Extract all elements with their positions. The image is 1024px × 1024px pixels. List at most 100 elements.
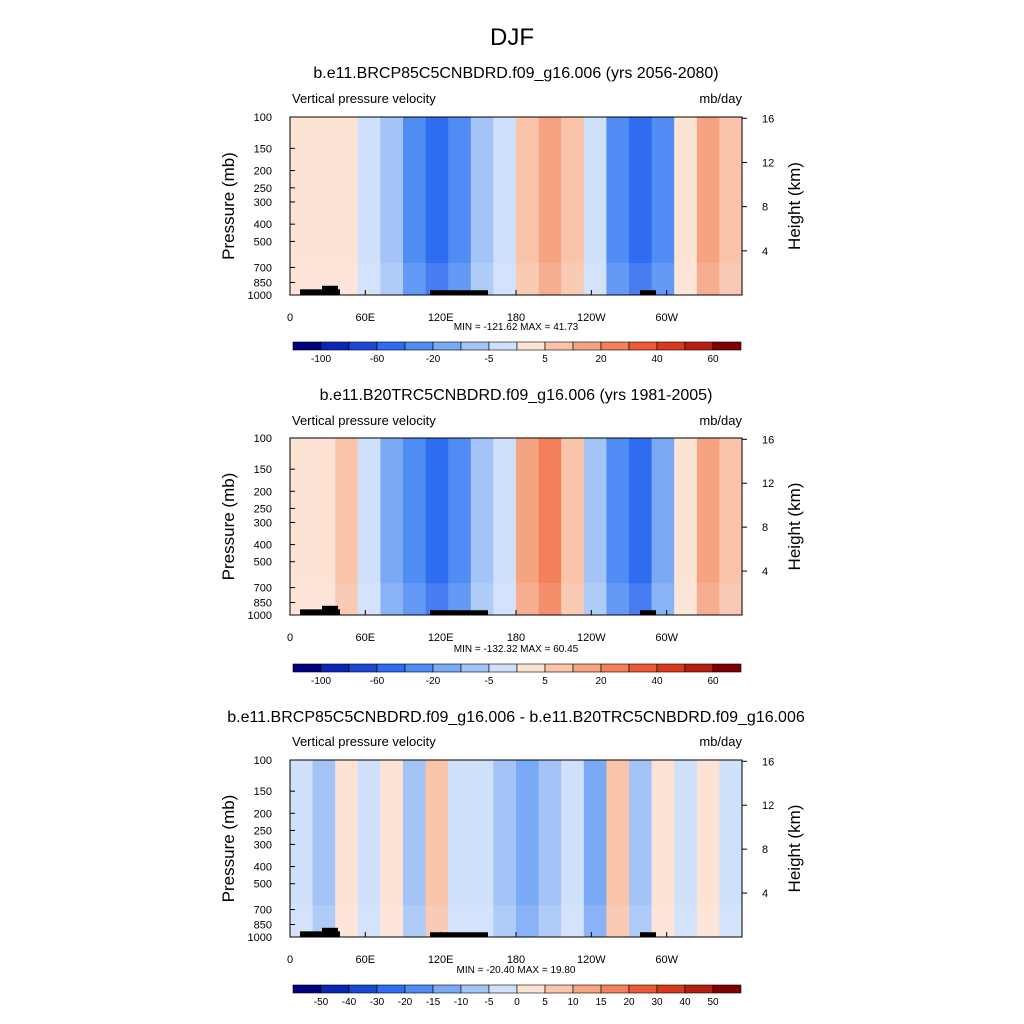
colorbar-label: 50 bbox=[707, 997, 719, 1008]
y2-tick-label: 16 bbox=[762, 756, 774, 768]
colorbar-swatch bbox=[572, 341, 602, 351]
colorbar: -100 -60 -20 -5 5 20 40 60 bbox=[292, 341, 742, 365]
figure-title: DJF bbox=[490, 24, 534, 51]
contour-band bbox=[380, 438, 404, 615]
topography bbox=[430, 610, 488, 615]
contour-band bbox=[470, 760, 494, 937]
panel-2: b.e11.B20TRC5CNBDRD.f09_g16.006 (yrs 198… bbox=[219, 387, 804, 687]
contour-band bbox=[629, 117, 653, 295]
x-tick-label: 120W bbox=[577, 954, 606, 966]
colorbar-swatch bbox=[712, 984, 742, 994]
colorbar-swatch bbox=[628, 984, 658, 994]
contour-band bbox=[425, 760, 449, 937]
topography bbox=[322, 285, 338, 295]
surface-layer bbox=[290, 583, 742, 615]
colorbar-swatch bbox=[488, 341, 518, 351]
contour-band bbox=[674, 760, 698, 937]
colorbar-swatch bbox=[516, 341, 546, 351]
x-tick-label: 60E bbox=[356, 954, 376, 966]
colorbar-swatch bbox=[320, 663, 350, 673]
contour-band bbox=[290, 760, 314, 937]
colorbar-label: -5 bbox=[485, 676, 494, 687]
colorbar-swatch bbox=[544, 663, 574, 673]
colorbar-label: -5 bbox=[485, 997, 494, 1008]
colorbar-label: 60 bbox=[707, 354, 719, 365]
contour-band bbox=[538, 760, 562, 937]
x-tick-label: 60W bbox=[655, 312, 678, 324]
contour-band bbox=[583, 438, 607, 615]
y2-tick-label: 12 bbox=[762, 478, 774, 490]
colorbar-swatch bbox=[432, 341, 462, 351]
topography bbox=[430, 290, 488, 295]
min-max-stats: MIN = -20.40 MAX = 19.80 bbox=[457, 965, 576, 976]
topography bbox=[322, 605, 338, 615]
min-max-stats: MIN = -121.62 MAX = 41.73 bbox=[454, 322, 579, 333]
y-tick-label: 300 bbox=[254, 517, 272, 529]
contour-band bbox=[696, 760, 720, 937]
contour-band bbox=[629, 438, 653, 615]
contour-band bbox=[425, 117, 449, 295]
y-axis-title: Pressure (mb) bbox=[219, 473, 238, 581]
x-tick-label: 120E bbox=[428, 954, 454, 966]
contour-band bbox=[538, 438, 562, 615]
y-tick-label: 100 bbox=[254, 755, 272, 767]
x-tick-label: 120E bbox=[428, 312, 454, 324]
contour-band bbox=[651, 117, 675, 295]
colorbar-label: 0 bbox=[514, 997, 520, 1008]
colorbar-swatch bbox=[656, 984, 686, 994]
contour-band bbox=[493, 438, 517, 615]
contour-band bbox=[357, 438, 381, 615]
colorbar-swatch bbox=[320, 341, 350, 351]
y-axis-title: Pressure (mb) bbox=[219, 152, 238, 260]
colorbar: -50 -40 -30 -20 -15 -10 -5 0 5 10 15 20 30 40 50 bbox=[292, 984, 742, 1008]
colorbar-swatch bbox=[320, 984, 350, 994]
y2-tick-label: 4 bbox=[762, 246, 768, 258]
colorbar-label: 30 bbox=[651, 997, 663, 1008]
contour-band bbox=[312, 117, 336, 295]
contour-band bbox=[561, 117, 585, 295]
surface-layer bbox=[290, 905, 742, 937]
colorbar-swatch bbox=[656, 341, 686, 351]
contour-band bbox=[357, 760, 381, 937]
colorbar-label: -10 bbox=[454, 997, 469, 1008]
min-max-stats: MIN = -132.32 MAX = 60.45 bbox=[454, 644, 579, 655]
colorbar-label: 10 bbox=[567, 997, 579, 1008]
x-tick-label: 180 bbox=[507, 312, 525, 324]
contour-band bbox=[425, 438, 449, 615]
contour-band bbox=[583, 117, 607, 295]
variable-label: Vertical pressure velocity bbox=[292, 413, 436, 428]
contour-band bbox=[357, 117, 381, 295]
colorbar: -100 -60 -20 -5 5 20 40 60 bbox=[292, 663, 742, 687]
contour-band bbox=[448, 117, 472, 295]
y-tick-label: 1000 bbox=[248, 932, 272, 944]
colorbar-swatch bbox=[292, 341, 322, 351]
colorbar-label: -20 bbox=[426, 676, 441, 687]
y-axis-title: Pressure (mb) bbox=[219, 795, 238, 903]
colorbar-swatch bbox=[292, 663, 322, 673]
colorbar-label: 15 bbox=[595, 997, 607, 1008]
contour-band bbox=[719, 438, 743, 615]
topography bbox=[640, 610, 656, 615]
panel-title: b.e11.BRCP85C5CNBDRD.f09_g16.006 (yrs 20… bbox=[313, 65, 718, 82]
contour-band bbox=[674, 438, 698, 615]
units-label: mb/day bbox=[699, 413, 742, 428]
colorbar-label: -5 bbox=[485, 354, 494, 365]
colorbar-swatch bbox=[600, 984, 630, 994]
topography bbox=[640, 290, 656, 295]
colorbar-swatch bbox=[544, 984, 574, 994]
panel-3: b.e11.BRCP85C5CNBDRD.f09_g16.006 - b.e11… bbox=[219, 709, 805, 1008]
contour-field bbox=[290, 117, 743, 295]
topography bbox=[322, 927, 338, 937]
colorbar-label: 5 bbox=[542, 676, 548, 687]
contour-band bbox=[538, 117, 562, 295]
colorbar-swatch bbox=[544, 341, 574, 351]
contour-band bbox=[335, 438, 359, 615]
contour-band bbox=[651, 438, 675, 615]
colorbar-swatch bbox=[712, 663, 742, 673]
contour-band bbox=[696, 117, 720, 295]
topography bbox=[300, 289, 340, 295]
contour-band bbox=[448, 760, 472, 937]
colorbar-swatch bbox=[684, 984, 714, 994]
colorbar-swatch bbox=[460, 663, 490, 673]
colorbar-label: -60 bbox=[370, 354, 385, 365]
